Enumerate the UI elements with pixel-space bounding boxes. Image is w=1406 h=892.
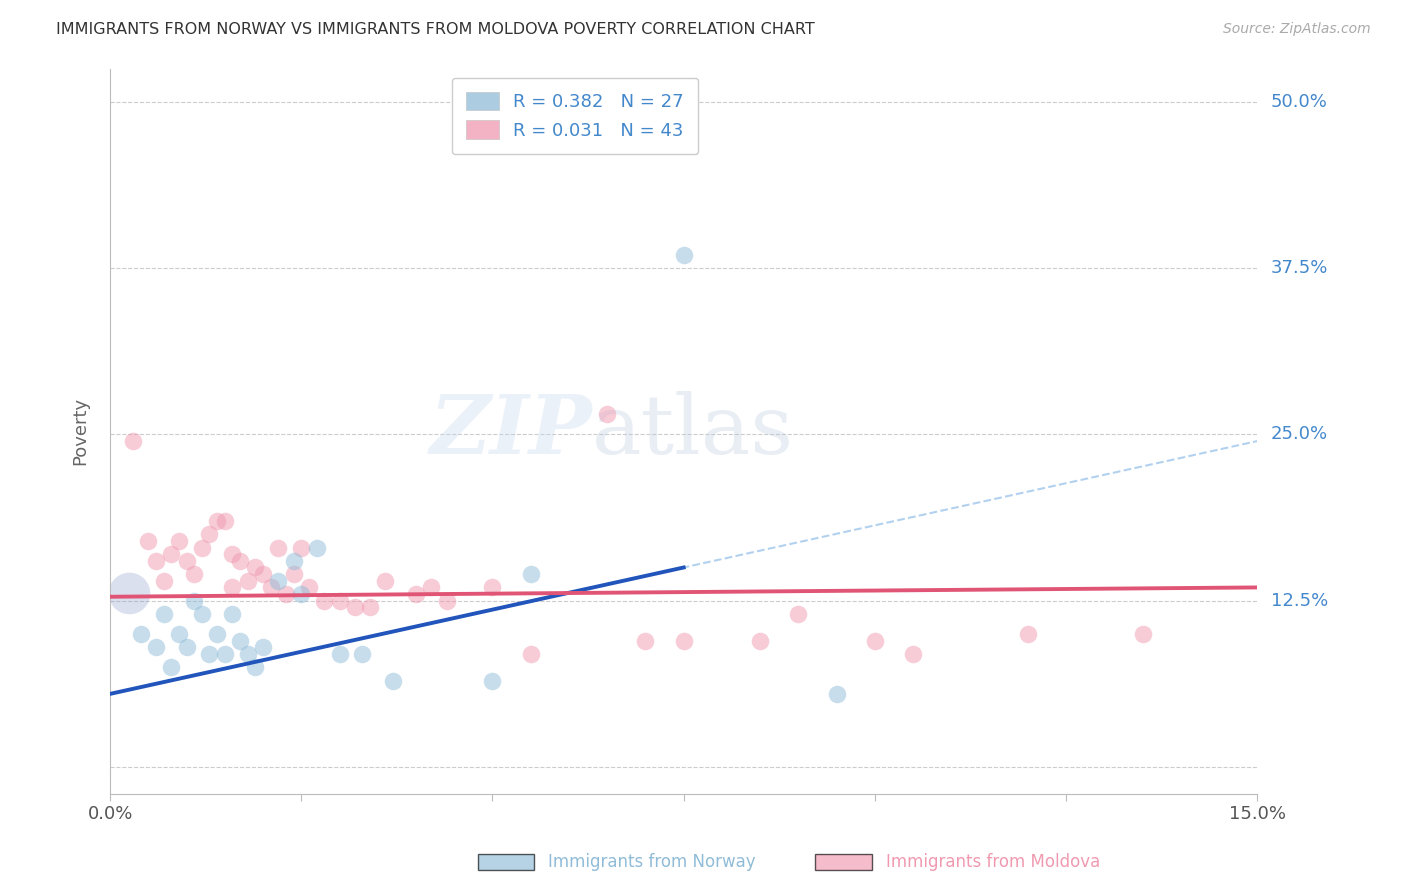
Text: ZIP: ZIP — [429, 391, 592, 471]
Text: IMMIGRANTS FROM NORWAY VS IMMIGRANTS FROM MOLDOVA POVERTY CORRELATION CHART: IMMIGRANTS FROM NORWAY VS IMMIGRANTS FRO… — [56, 22, 815, 37]
Legend: R = 0.382   N = 27, R = 0.031   N = 43: R = 0.382 N = 27, R = 0.031 N = 43 — [451, 78, 699, 154]
Point — [405, 587, 427, 601]
Point — [198, 647, 221, 661]
Point — [420, 581, 443, 595]
Point — [374, 574, 396, 588]
Point — [176, 554, 198, 568]
Point — [290, 541, 312, 555]
Text: 25.0%: 25.0% — [1271, 425, 1329, 443]
Point — [283, 567, 305, 582]
Point — [519, 567, 541, 582]
Point — [305, 541, 328, 555]
Point — [290, 587, 312, 601]
Point — [252, 567, 274, 582]
Point — [176, 640, 198, 655]
Point — [481, 673, 503, 688]
Point — [596, 408, 619, 422]
Point — [298, 581, 321, 595]
Point — [152, 607, 174, 621]
Point — [221, 547, 243, 561]
Point — [634, 633, 657, 648]
Point — [129, 627, 152, 641]
Point — [267, 574, 290, 588]
Text: Immigrants from Norway: Immigrants from Norway — [548, 853, 756, 871]
Point — [191, 541, 214, 555]
Point — [481, 581, 503, 595]
Point — [314, 593, 336, 607]
Point — [328, 647, 350, 661]
Text: 50.0%: 50.0% — [1271, 93, 1327, 111]
Point — [1017, 627, 1039, 641]
Point — [214, 514, 236, 528]
Point — [260, 581, 283, 595]
Point — [145, 554, 167, 568]
Point — [236, 574, 259, 588]
Point — [901, 647, 924, 661]
Point — [183, 567, 205, 582]
Point — [825, 687, 848, 701]
Point — [519, 647, 541, 661]
Point — [245, 660, 267, 674]
Point — [122, 434, 145, 448]
Point — [136, 533, 159, 548]
Text: 37.5%: 37.5% — [1271, 259, 1329, 277]
Point — [236, 647, 259, 661]
Text: atlas: atlas — [592, 391, 794, 471]
Point — [787, 607, 810, 621]
Point — [118, 586, 141, 600]
Point — [863, 633, 886, 648]
Point — [183, 593, 205, 607]
Point — [252, 640, 274, 655]
Point — [160, 547, 183, 561]
Point — [221, 581, 243, 595]
Point — [152, 574, 174, 588]
Point — [283, 554, 305, 568]
Point — [352, 647, 374, 661]
Point — [274, 587, 297, 601]
Point — [167, 533, 190, 548]
Point — [229, 554, 252, 568]
Y-axis label: Poverty: Poverty — [72, 397, 89, 465]
Point — [1132, 627, 1154, 641]
Point — [328, 593, 350, 607]
Point — [229, 633, 252, 648]
Point — [672, 248, 695, 262]
Text: 12.5%: 12.5% — [1271, 591, 1329, 610]
Point — [359, 600, 381, 615]
Point — [214, 647, 236, 661]
Point — [145, 640, 167, 655]
Point — [672, 633, 695, 648]
Point — [749, 633, 772, 648]
Point — [167, 627, 190, 641]
Text: Source: ZipAtlas.com: Source: ZipAtlas.com — [1223, 22, 1371, 37]
Text: Immigrants from Moldova: Immigrants from Moldova — [886, 853, 1099, 871]
Point — [436, 593, 458, 607]
Point — [198, 527, 221, 541]
Point — [343, 600, 366, 615]
Point — [205, 514, 228, 528]
Point — [160, 660, 183, 674]
Point — [267, 541, 290, 555]
Point — [382, 673, 405, 688]
Point — [245, 560, 267, 574]
Point — [221, 607, 243, 621]
Point — [205, 627, 228, 641]
Point — [191, 607, 214, 621]
